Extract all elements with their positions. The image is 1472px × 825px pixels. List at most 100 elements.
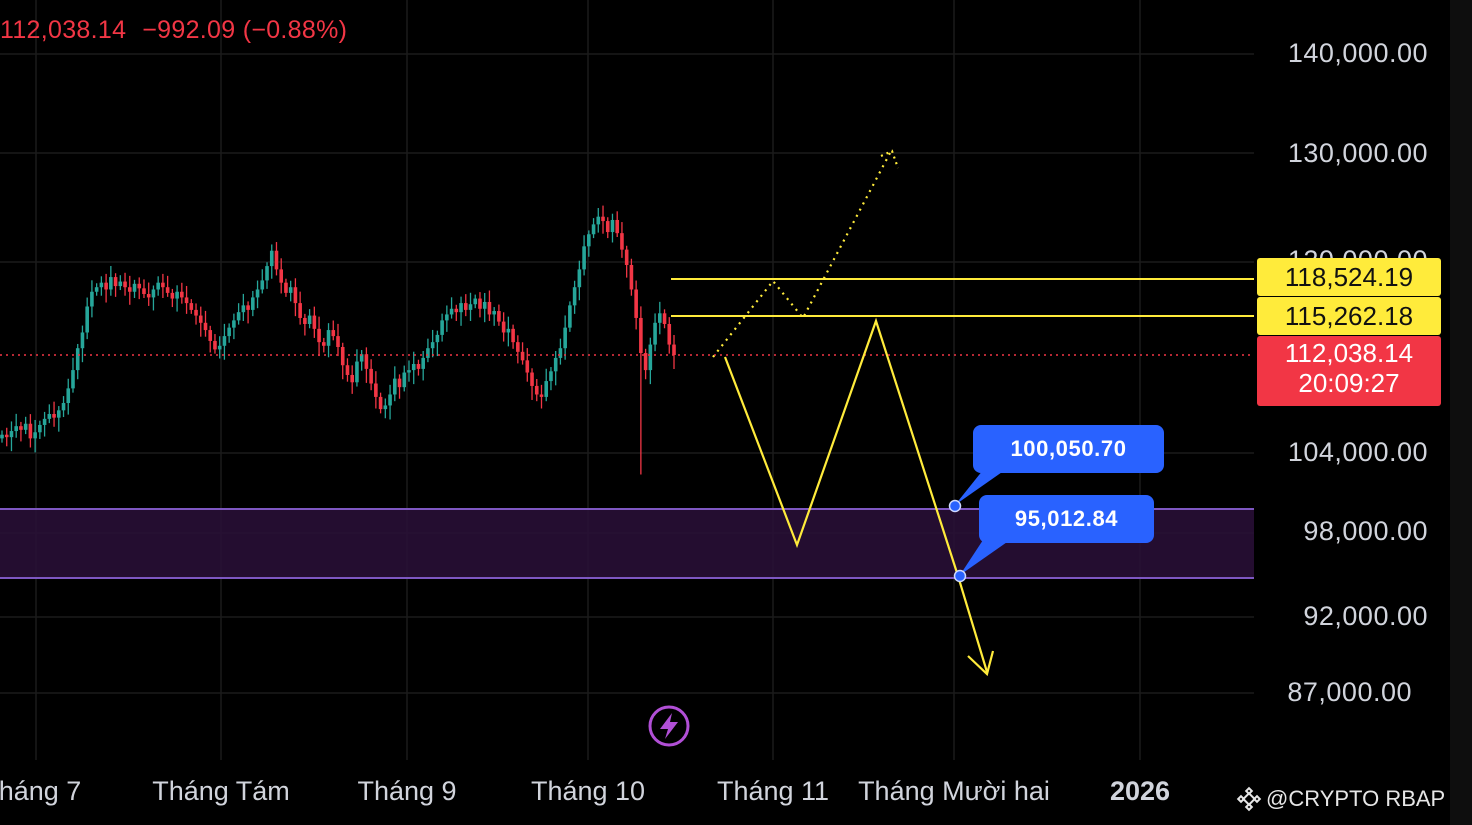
candle-body [426, 348, 430, 358]
callout-upper[interactable]: 100,050.70 [973, 425, 1164, 473]
candle-body [449, 308, 454, 315]
candle-body [194, 309, 198, 316]
candle-body [151, 289, 156, 298]
candle-body [534, 385, 539, 395]
candle-body [430, 342, 435, 349]
grid-lines [0, 0, 1254, 760]
candle-body [14, 426, 18, 432]
candle-body [227, 327, 231, 337]
candle-body [198, 315, 203, 323]
candle-body [643, 353, 648, 371]
candle-body [251, 297, 255, 310]
marker-lower[interactable] [953, 569, 967, 583]
candle-body [435, 334, 440, 343]
candle-body [255, 289, 260, 298]
x-tick-thang-muoi-hai: Tháng Mười hai [858, 776, 1050, 806]
candle-body [459, 303, 463, 313]
candle-body [28, 423, 33, 439]
candle-body [303, 317, 307, 325]
candle-body [506, 328, 511, 333]
candle-body [374, 383, 378, 397]
candle-body [307, 315, 312, 325]
candle-body [340, 346, 345, 366]
binance-logo-icon [1236, 786, 1262, 812]
candle-body [568, 305, 572, 328]
candle-body [269, 250, 274, 267]
candle-body [463, 303, 468, 310]
candle-body [553, 357, 558, 372]
y-tick-87000: 87,000.00 [1287, 677, 1412, 707]
candle-body [577, 269, 582, 288]
y-tick-104000: 104,000.00 [1287, 437, 1428, 467]
candle-body [189, 303, 194, 310]
candlesticks [0, 205, 676, 475]
candle-body [378, 396, 383, 410]
candle-body [587, 234, 591, 247]
y-tick-92000: 92,000.00 [1303, 601, 1428, 631]
candle-body [118, 281, 123, 287]
candle-body [615, 219, 620, 234]
candle-body [667, 324, 672, 345]
candle-body [0, 434, 4, 439]
candle-body [265, 266, 269, 281]
candle-body [326, 330, 331, 346]
candle-body [175, 291, 179, 299]
right-edge-scrollbar[interactable] [1450, 0, 1472, 825]
candle-body [203, 322, 208, 331]
candle-body [127, 287, 132, 292]
candle-body [170, 292, 175, 299]
header-change: −992.09 (−0.88%) [142, 16, 348, 44]
candle-body [33, 432, 37, 439]
candle-body [492, 311, 496, 315]
candle-body [539, 394, 544, 397]
current-price-value: 112,038.14 [1284, 338, 1414, 368]
candle-body [482, 301, 487, 309]
candle-body [288, 287, 293, 293]
candle-body [113, 277, 118, 287]
watermark: @CRYPTO RBAP [1236, 786, 1445, 812]
candle-body [284, 282, 288, 293]
candle-body [563, 327, 567, 349]
projection-path-main [723, 317, 989, 673]
candle-body [478, 298, 482, 309]
candle-body [23, 423, 28, 430]
candle-body [672, 344, 676, 355]
price-tag-current: 112,038.14 20:09:27 [1257, 336, 1441, 406]
lightning-icon[interactable] [648, 705, 690, 747]
projection-arrowhead-main [967, 650, 995, 677]
candle-body [411, 363, 416, 371]
candle-body [359, 354, 364, 362]
candle-body [180, 291, 184, 298]
candle-body [525, 360, 530, 373]
candle-body [345, 365, 350, 375]
candle-body [165, 287, 170, 293]
candle-body [61, 403, 66, 411]
candle-body [19, 426, 23, 430]
candle-body [293, 287, 298, 304]
price-header: 112,038.14 −992.09 (−0.88%) [0, 16, 363, 45]
candle-body [468, 304, 473, 310]
candle-body [66, 388, 71, 404]
candle-body [653, 322, 657, 345]
candle-body [132, 283, 137, 292]
candle-body [213, 340, 217, 350]
candle-body [109, 277, 113, 290]
candle-body [80, 332, 85, 349]
candle-body [42, 418, 47, 425]
candle-body [629, 264, 634, 290]
candle-body [260, 280, 265, 290]
candle-body [71, 370, 75, 389]
candle-body [582, 246, 586, 270]
candle-body [208, 330, 213, 341]
callout-lower[interactable]: 95,012.84 [979, 495, 1154, 543]
candle-body [217, 345, 222, 350]
marker-upper[interactable] [948, 499, 962, 513]
candle-body [421, 357, 425, 369]
candle-body [246, 305, 250, 310]
candle-body [274, 250, 279, 270]
candle-body [520, 351, 525, 361]
candle-body [336, 336, 340, 347]
y-tick-130000: 130,000.00 [1287, 138, 1428, 168]
candle-body [312, 315, 317, 329]
